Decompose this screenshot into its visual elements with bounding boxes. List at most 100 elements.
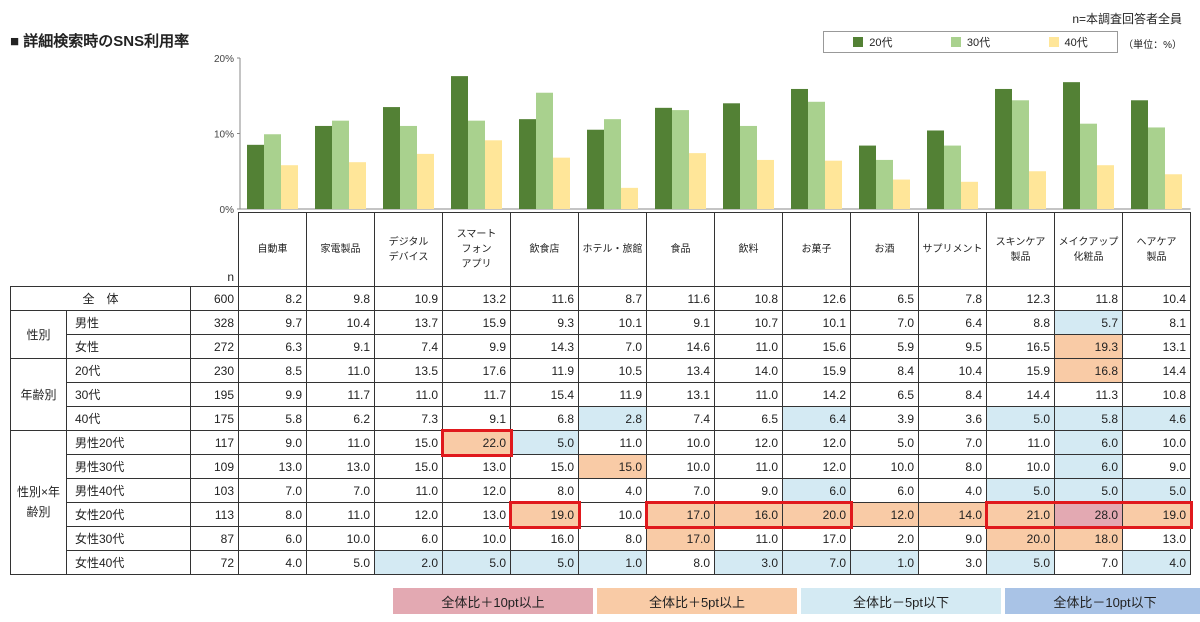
value-cell: 6.5 [850,382,919,407]
value-cell: 18.0 [1054,526,1123,551]
n-cell: 272 [190,334,239,359]
value-cell: 12.0 [442,478,511,503]
column-header: 家電製品 [306,212,375,287]
value-cell: 7.0 [646,478,715,503]
value-cell: 5.0 [442,550,511,575]
value-cell: 8.0 [578,526,647,551]
column-header: 自動車 [238,212,307,287]
table-row: 年齢別 20代 230 8.5 11.0 13.5 17.6 11.9 10.5 13.4 14.0… [10,358,1191,431]
n-cell: 103 [190,478,239,503]
group-label: 性別×年齢別 [10,430,67,575]
value-cell: 11.3 [1054,382,1123,407]
value-cell: 8.7 [578,286,647,311]
value-cell: 15.0 [374,430,443,455]
table-row: 女性20代 113 8.0 11.0 12.0 13.0 19.0 10.0 17.0 16.0 2… [11,502,1191,527]
value-cell: 15.0 [578,454,647,479]
column-header-line: ヘアケア [1136,236,1177,248]
value-cell: 11.0 [714,334,783,359]
value-cell: 19.0 [510,502,579,527]
column-header-line: スマート [456,229,497,240]
legend-item-30: 30代 [950,34,990,50]
n-cell: 109 [190,454,239,479]
table-row: 30代 195 9.9 11.7 11.0 11.7 15.4 11.9 13.1 11.0 14.… [11,382,1191,407]
value-cell: 5.9 [850,334,919,359]
bar-20代-サプリメント [927,130,944,209]
bar-40代-スマートフォンアプリ [485,140,502,209]
legend-minus5: 全体比－5pt以下 [801,588,1001,614]
column-header: 飲食店 [510,212,579,287]
value-cell: 14.6 [646,334,715,359]
value-cell: 11.0 [306,430,375,455]
value-cell: 6.4 [918,310,987,335]
column-header-line: 家電製品 [320,244,361,255]
bar-30代-スマートフォンアプリ [468,120,485,209]
value-cell: 6.2 [306,406,375,431]
bar-20代-ホテル・旅館 [587,129,604,209]
value-cell: 6.0 [238,526,307,551]
value-cell: 13.0 [306,454,375,479]
table-row: 性別 男性 328 9.7 10.4 13.7 15.9 9.3 10.1 9.1 10.7 10.1… [10,310,1191,359]
bar-40代-飲食店 [553,157,570,209]
value-cell: 12.0 [782,430,851,455]
row-label: 女性 [66,334,191,359]
n-cell: 72 [190,550,239,575]
value-cell: 20.0 [986,526,1055,551]
value-cell: 11.0 [374,382,443,407]
value-cell: 9.7 [238,310,307,335]
value-cell: 9.9 [442,334,511,359]
column-header-line: 製品 [1146,251,1167,263]
value-cell: 6.0 [1054,430,1123,455]
group-label: 性別 [10,310,67,359]
value-cell: 12.0 [782,454,851,479]
value-cell: 2.0 [850,526,919,551]
value-cell: 6.0 [374,526,443,551]
column-header-line: メイクアップ [1058,236,1119,248]
legend-swatch-40 [1048,37,1059,47]
bar-40代-メイクアップ化粧品 [1097,165,1114,209]
column-header-line: ホテル・旅館 [582,244,643,255]
value-cell: 22.0 [442,430,511,455]
value-cell: 8.0 [238,502,307,527]
series-legend: 20代 30代 40代 [823,31,1118,53]
bar-20代-ヘアケア製品 [1131,100,1148,209]
value-cell: 11.0 [306,358,375,383]
value-cell: 15.0 [374,454,443,479]
chart-title: ■ 詳細検索時のSNS利用率 [10,33,190,50]
table-row: 女性40代 72 4.0 5.0 2.0 5.0 5.0 1.0 8.0 3.0 7.0 1.0 3.0… [11,550,1191,575]
column-header: デジタル デバイス [374,212,443,287]
n-cell: 600 [190,286,239,311]
value-cell: 13.2 [442,286,511,311]
bar-40代-ホテル・旅館 [621,187,638,209]
column-header-line: デバイス [388,251,429,263]
value-cell: 6.4 [782,406,851,431]
table-row: 女性30代 87 6.0 10.0 6.0 10.0 16.0 8.0 17.0 11.0 17.0… [11,526,1191,551]
value-cell: 10.8 [1122,382,1191,407]
table-row: 男性30代 109 13.0 13.0 15.0 13.0 15.0 15.0 10.0 11.0… [11,454,1191,479]
bar-40代-お酒 [893,179,910,209]
n-cell: 328 [190,310,239,335]
value-cell: 2.8 [578,406,647,431]
column-header-line: スキンケア [995,236,1046,248]
value-cell: 11.7 [442,382,511,407]
row-label: 20代 [66,358,191,383]
value-cell: 7.8 [918,286,987,311]
legend-item-20: 20代 [853,34,892,50]
n-cell: 113 [190,502,239,527]
bar-20代-自動車 [247,144,264,209]
value-cell: 11.6 [510,286,579,311]
value-cell: 16.5 [986,334,1055,359]
n-header: n [190,212,239,287]
value-cell: 10.7 [714,310,783,335]
value-cell: 5.0 [1122,478,1191,503]
value-cell: 2.0 [374,550,443,575]
bar-30代-飲食店 [536,92,553,209]
value-cell: 10.0 [646,454,715,479]
value-cell: 11.0 [578,430,647,455]
value-cell: 3.0 [918,550,987,575]
value-cell: 9.0 [238,430,307,455]
row-label: 男性20代 [66,430,191,455]
value-cell: 11.9 [578,382,647,407]
value-cell: 13.0 [442,502,511,527]
legend-label-40: 40代 [1064,37,1088,49]
value-cell: 6.5 [850,286,919,311]
